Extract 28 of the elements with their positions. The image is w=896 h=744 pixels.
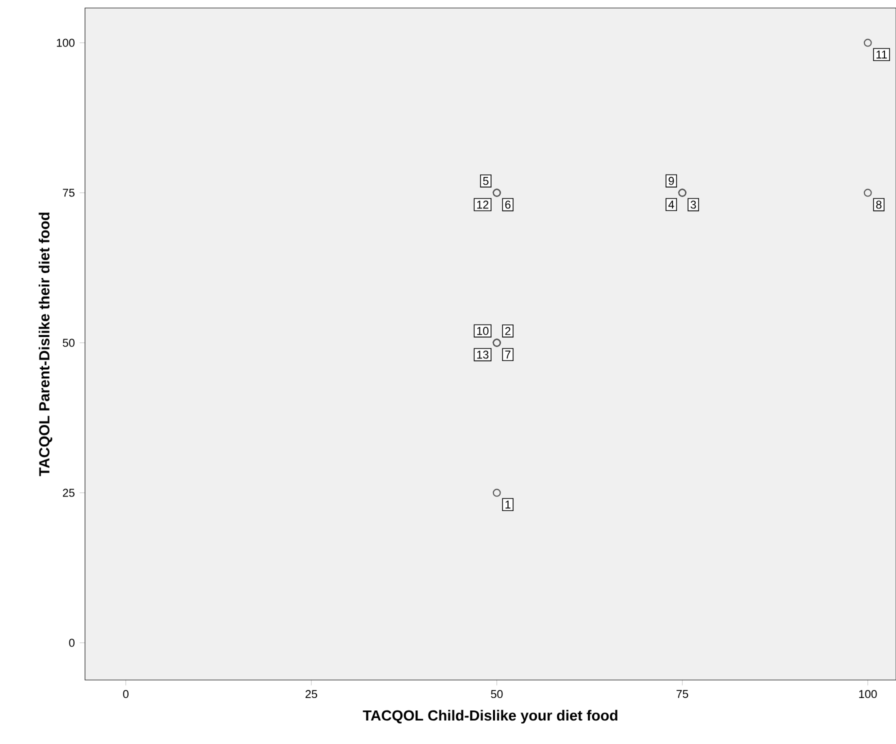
annotation: 1 (506, 500, 510, 508)
y-tick-label: 50 (62, 338, 75, 347)
x-tick-label: 0 (123, 690, 129, 698)
x-tick-label: 75 (676, 690, 688, 698)
y-tick-label: 75 (62, 188, 74, 197)
annotation: 6 (505, 200, 510, 209)
x-tick-label: 50 (490, 690, 503, 698)
y-tick-label: 25 (62, 488, 74, 497)
annotation: 5 (483, 177, 488, 185)
y-tick-label: 100 (56, 38, 75, 47)
annotation: 4 (668, 200, 674, 208)
y-axis-title: TACQOL Parent-Dislike their diet food (38, 212, 52, 476)
annotation: 11 (876, 50, 887, 58)
point (492, 488, 501, 497)
x-tick-label: 100 (859, 690, 877, 698)
annotation: 3 (690, 200, 696, 209)
annotation: 12 (477, 200, 488, 209)
point (864, 188, 872, 197)
annotation: 8 (876, 200, 882, 209)
annotation: 13 (477, 350, 488, 359)
annotation: 9 (668, 176, 674, 185)
annotation: 7 (505, 350, 510, 358)
y-tick-label: 0 (69, 638, 75, 647)
x-axis-title: TACQOL Child-Dislike your diet food (362, 710, 618, 724)
x-tick-label: 25 (306, 690, 318, 698)
annotation: 2 (505, 327, 510, 335)
annotation: 10 (477, 326, 488, 335)
point (864, 38, 872, 47)
